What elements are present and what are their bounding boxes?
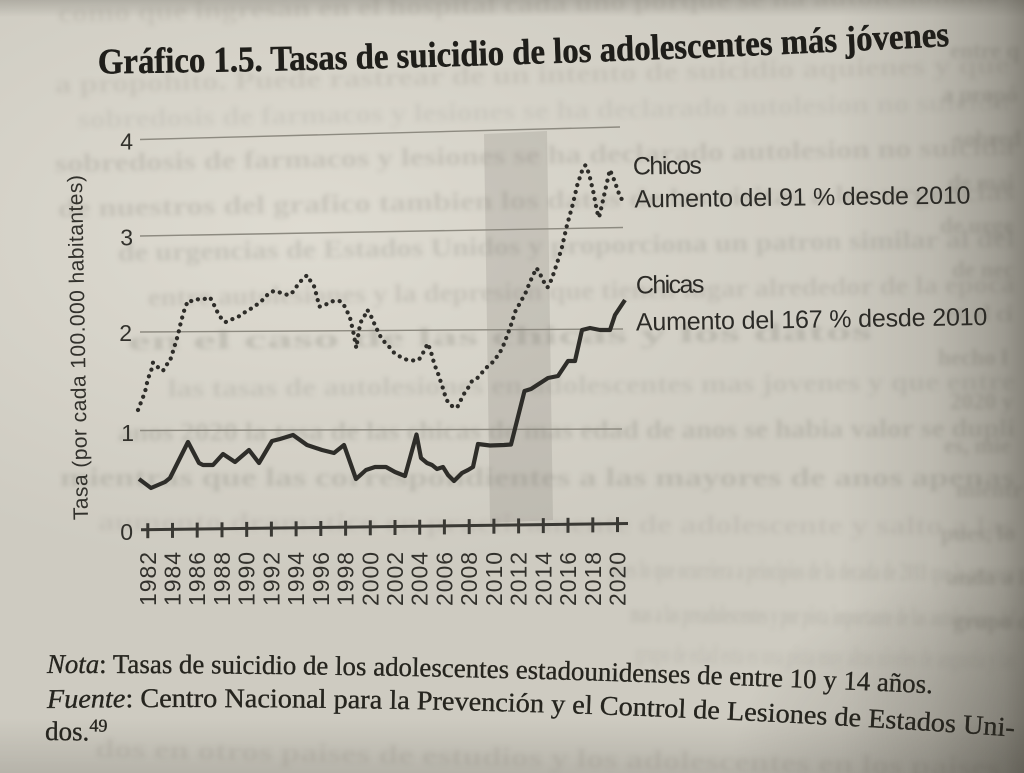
svg-text:de urgencias de Estados Unidos: de urgencias de Estados Unidos y proporc… <box>118 224 1015 267</box>
svg-text:entre q: entre q <box>950 38 1019 63</box>
svg-text:Chicas: Chicas <box>636 270 705 299</box>
svg-text:2006: 2006 <box>431 552 457 606</box>
svg-text:de mai: de mai <box>948 170 1014 195</box>
svg-text:2002: 2002 <box>382 552 408 606</box>
svg-text:2: 2 <box>119 320 132 346</box>
svg-text:2012: 2012 <box>506 552 532 606</box>
svg-text:4: 4 <box>120 129 133 155</box>
svg-text:Aumento del 91 % desde 2010: Aumento del 91 % desde 2010 <box>634 181 970 213</box>
svg-text:1: 1 <box>121 420 134 446</box>
svg-text:las tasas de autolesiones en a: las tasas de autolesiones en adolescente… <box>168 367 1015 403</box>
svg-text:Chicos: Chicos <box>633 152 702 181</box>
svg-text:anda a l: anda a l <box>947 565 1024 590</box>
svg-text:a propó: a propó <box>942 82 1018 107</box>
svg-text:Aumento del 167 % desde 2010: Aumento del 167 % desde 2010 <box>636 303 988 337</box>
svg-text:1988: 1988 <box>209 552 235 606</box>
svg-text:pues, lo: pues, lo <box>941 521 1015 546</box>
svg-text:mas a las preadolescentes y po: mas a las preadolescentes y por pista im… <box>630 599 1015 633</box>
svg-text:2018: 2018 <box>580 552 606 606</box>
svg-text:hecho l: hecho l <box>938 345 1008 370</box>
svg-text:1992: 1992 <box>258 552 284 606</box>
svg-text:3: 3 <box>120 225 133 251</box>
svg-text:1990: 1990 <box>234 552 260 606</box>
svg-text:es, mie: es, mie <box>944 433 1010 458</box>
svg-text:1996: 1996 <box>308 552 334 606</box>
svg-text:1986: 1986 <box>184 552 210 606</box>
svg-text:grupo de edad esta es una pist: grupo de edad esta es una pista muy alto… <box>635 639 1015 674</box>
svg-text:mientras que las correspondien: mientras que las correspondientes a las … <box>60 463 1015 492</box>
svg-text:2020 y: 2020 y <box>950 389 1014 414</box>
svg-text:de urge: de urge <box>940 213 1013 238</box>
svg-text:2014: 2014 <box>530 552 556 606</box>
svg-text:2010: 2010 <box>481 552 507 606</box>
svg-text:1994: 1994 <box>283 552 309 606</box>
svg-text:dos en otros paises de estudio: dos en otros paises de estudios y los ad… <box>95 734 1000 773</box>
svg-text:mientr: mientr <box>956 477 1022 502</box>
svg-text:grupo d: grupo d <box>953 609 1024 634</box>
svg-text:2016: 2016 <box>555 552 581 606</box>
svg-text:2008: 2008 <box>456 552 482 606</box>
svg-text:en el ci: en el ci <box>945 301 1013 326</box>
svg-text:pues lo que ocurriera a princi: pues lo que ocurriera a principios de la… <box>610 555 1015 588</box>
svg-text:1984: 1984 <box>160 552 186 606</box>
svg-text:de nec: de nec <box>952 257 1014 282</box>
svg-text:2020: 2020 <box>605 552 631 606</box>
svg-text:2000: 2000 <box>357 552 383 606</box>
svg-text:1998: 1998 <box>333 552 359 606</box>
svg-text:1982: 1982 <box>135 552 161 606</box>
svg-text:sobred: sobred <box>955 126 1021 151</box>
svg-text:Tasa (por cada 100.000 habitan: Tasa (por cada 100.000 habitantes) <box>64 175 93 520</box>
svg-text:0: 0 <box>120 519 133 545</box>
svg-text:2004: 2004 <box>407 552 433 606</box>
